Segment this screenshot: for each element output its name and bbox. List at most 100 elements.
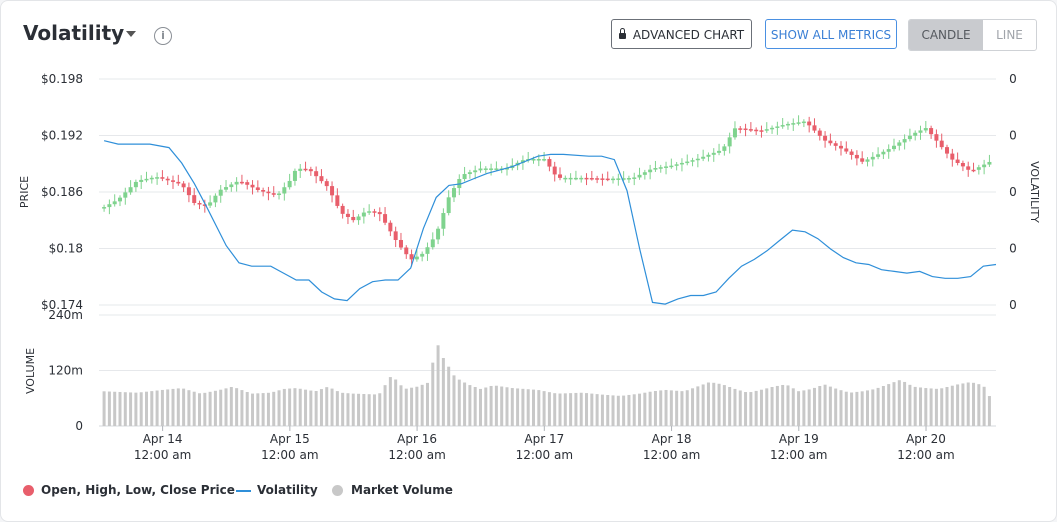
price-tick-label: $0.18 [49,242,83,256]
volume-bar [616,395,620,426]
candle-body [653,168,658,170]
volume-bar [977,384,981,426]
volume-bar [807,389,811,426]
volume-bar [924,388,928,426]
ohlc-legend-label[interactable]: Open, High, Low, Close Price [41,483,235,497]
volume-bar [102,391,106,426]
candle-body [520,160,525,163]
candle-body [155,177,160,179]
volume-bar [627,394,631,426]
candle-body [202,204,207,206]
price-volatility-chart[interactable]: $0.198 $0.192 $0.186 $0.18 $0.174 0 0 0 0 0 240m 12… [1,1,1056,471]
x-time-label: 12:00 am [388,448,445,462]
volume-bar [484,387,488,426]
volume-bar [468,385,472,426]
candle-body [128,187,133,193]
volume-bar [404,388,408,426]
candle-body [250,184,255,188]
volume-bar [537,390,541,426]
candle-body [494,168,499,170]
candle-body [929,128,934,135]
candle-body [595,178,600,180]
volume-bar [314,391,318,426]
candle-body [817,130,822,136]
volume-bar [818,385,822,426]
candle-body [865,159,870,162]
volume-bar [887,384,891,426]
volume-bar [966,382,970,426]
volume-legend-label[interactable]: Market Volume [351,483,453,497]
candle-body [918,130,923,133]
volume-bar [351,393,355,426]
candle-body [902,139,907,143]
volume-bar [330,388,334,426]
volume-bar [542,391,546,426]
volume-bar [828,386,832,426]
candle-body [446,197,451,214]
volume-bar [643,392,647,426]
volume-bar [415,386,419,426]
candle-body [838,145,843,149]
volume-bar [648,391,652,426]
volume-bar [940,388,944,426]
volume-bar [425,382,429,426]
ohlc-legend-dot [23,485,34,496]
volume-bar [182,388,186,426]
candle-body [377,212,382,215]
volume-bar [282,388,286,426]
candle-body [828,140,833,144]
info-icon[interactable]: i [154,27,172,45]
x-date-label: Apr 16 [397,432,437,446]
volume-tick-label: 120m [48,364,83,378]
advanced-chart-button[interactable]: ADVANCED CHART [611,19,752,49]
volume-bar [160,389,164,426]
candle-body [982,164,987,168]
candle-body [976,167,981,170]
x-date-label: Apr 14 [143,432,183,446]
volume-bar [738,390,742,426]
volatility-axis-title: VOLATILITY [1028,161,1041,223]
volume-bar [505,387,509,426]
show-all-metrics-button[interactable]: SHOW ALL METRICS [765,19,897,49]
candle-body [934,134,939,141]
candle-body [282,187,287,194]
candle-body [483,168,488,170]
volume-bar [595,394,599,426]
candle-body [292,170,297,181]
candle-body [287,180,292,188]
candle-body [674,164,679,166]
volume-bar [526,389,530,426]
candle-body [441,213,446,229]
candle-body [642,172,647,175]
volatility-legend-label[interactable]: Volatility [257,483,318,497]
volume-bar [240,390,244,426]
line-toggle-button[interactable]: LINE [996,28,1023,42]
candle-body [149,177,154,180]
volume-bar [410,387,414,426]
volume-bar [579,392,583,426]
volume-bar [881,385,885,426]
candle-body [345,213,350,217]
volume-bar [759,389,763,426]
candle-body [181,183,186,188]
candle-body [351,216,356,221]
candle-body [229,184,234,188]
candle-body [176,181,181,184]
candle-body [186,187,191,196]
volume-bar [675,390,679,426]
volume-bar [903,381,907,426]
volume-bar [680,391,684,426]
candle-body [849,151,854,155]
candle-body [123,192,128,198]
chevron-down-icon[interactable] [126,31,136,37]
volume-bar [834,388,838,426]
volume-bar [749,392,753,426]
candle-body [383,214,388,223]
candle-toggle-button[interactable]: CANDLE [909,20,983,50]
volume-bar [494,385,498,426]
volume-bar [123,392,127,426]
volume-bar [325,387,329,426]
volatility-tick-label: 0 [1009,185,1017,199]
candle-body [685,161,690,164]
